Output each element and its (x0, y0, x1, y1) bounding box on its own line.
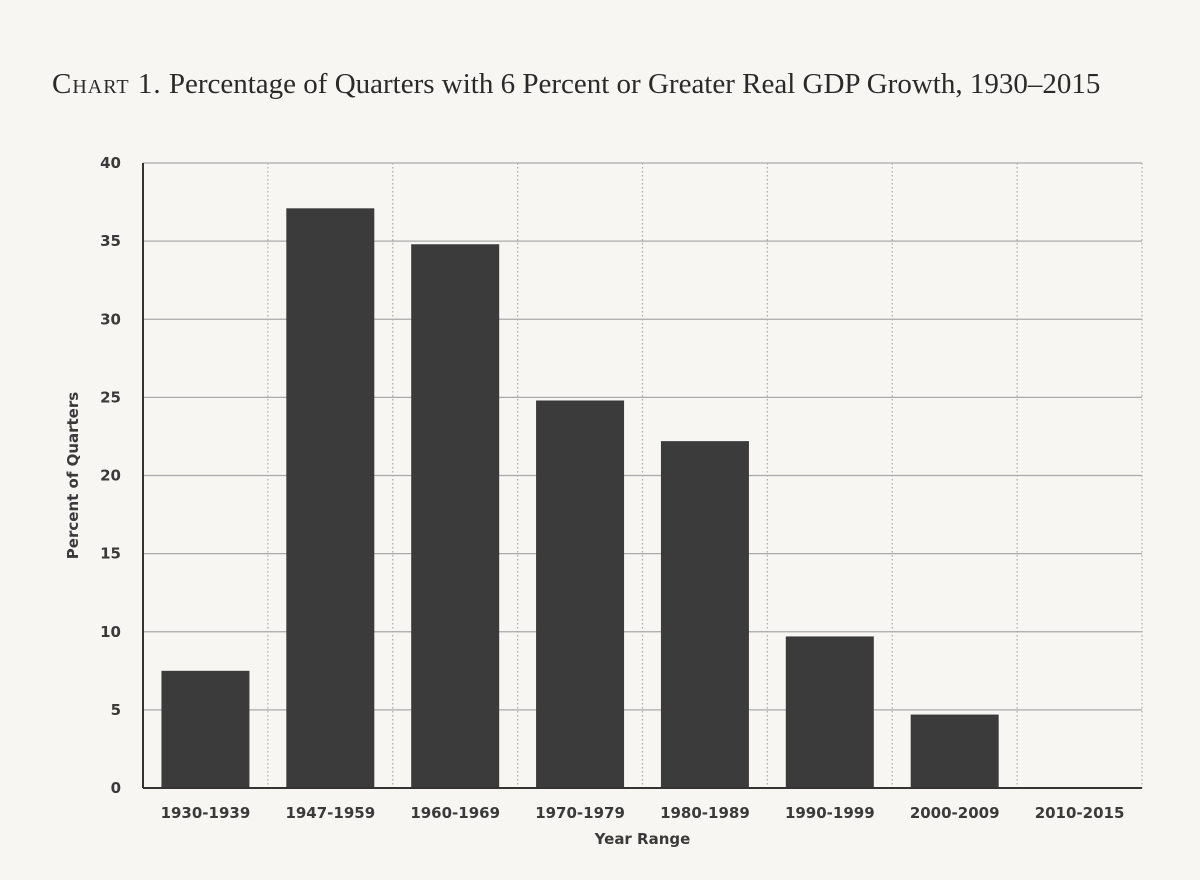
bar (536, 400, 625, 788)
y-axis-title: Percent of Quarters (64, 392, 82, 559)
y-tick-label: 40 (100, 154, 121, 172)
y-tick-label: 10 (100, 623, 121, 641)
axes (142, 163, 1142, 789)
x-tick-label: 1960-1969 (410, 804, 500, 822)
chart-title-text: Percentage of Quarters with 6 Percent or… (168, 68, 1101, 100)
y-tick-label: 30 (100, 310, 121, 328)
y-tick-label: 20 (100, 467, 121, 485)
bars (161, 208, 999, 788)
bar (286, 208, 375, 788)
bar (161, 670, 250, 788)
x-tick-label: 1930-1939 (161, 804, 251, 822)
bar (660, 441, 749, 788)
x-tick-label: 1947-1959 (285, 804, 375, 822)
x-tick-label: 2010-2015 (1035, 804, 1125, 822)
chart-title: Chart 1. Percentage of Quarters with 6 P… (52, 68, 1172, 101)
y-tick-label: 5 (111, 701, 121, 719)
x-tick-label: 1970-1979 (535, 804, 625, 822)
y-tick-label: 35 (100, 232, 121, 250)
bar (411, 244, 500, 788)
chart-label: Chart 1. (52, 68, 162, 100)
y-tick-label: 25 (100, 388, 121, 406)
bar (910, 714, 999, 788)
y-tick-label: 0 (111, 779, 121, 797)
x-tick-label: 1980-1989 (660, 804, 750, 822)
x-tick-label: 2000-2009 (910, 804, 1000, 822)
tick-labels: 0 5 10 15 20 25 30 35 40 1930-1939 1947-1959 1960-1… (100, 154, 1124, 822)
y-tick-label: 15 (100, 545, 121, 563)
bar (785, 636, 874, 788)
x-tick-label: 1990-1999 (785, 804, 875, 822)
x-axis-title: Year Range (594, 830, 691, 848)
